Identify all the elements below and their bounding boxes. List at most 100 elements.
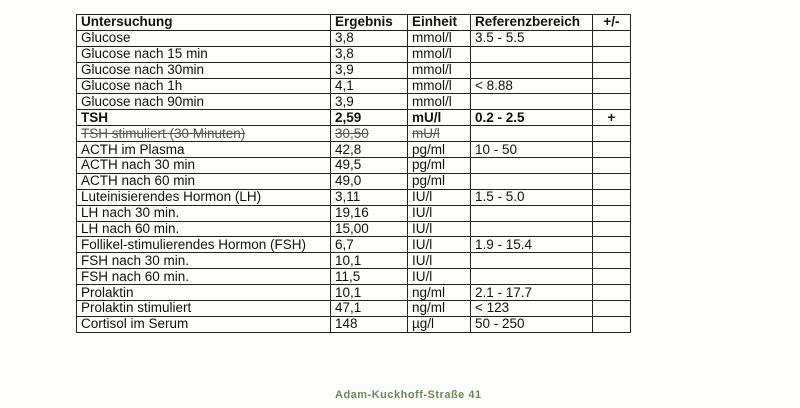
cell-result: 47,1 (330, 300, 408, 317)
cell-unit: IU/l (407, 204, 471, 222)
cell-range: < 123 (470, 300, 593, 317)
cell-range (470, 45, 593, 63)
cell-name: Glucose (76, 29, 331, 47)
lab-results-table: Untersuchung Ergebnis Einheit Referenzberei… (76, 14, 631, 333)
cell-range (470, 172, 593, 190)
table-row: TSH stimuliert (30 Minuten) 30,50 mU/l (76, 125, 631, 143)
cell-result: 3,8 (330, 29, 408, 47)
cell-name: LH nach 60 min. (76, 220, 331, 238)
header-row: Untersuchung Ergebnis Einheit Referenzberei… (76, 14, 631, 31)
cell-range (470, 268, 593, 286)
table-row: ACTH nach 60 min 49,0 pg/ml (76, 172, 631, 190)
table-row: ACTH nach 30 min 49,5 pg/ml (76, 157, 631, 174)
cell-flag (592, 204, 631, 222)
cell-name: Glucose nach 15 min (76, 45, 331, 63)
cell-flag (592, 125, 631, 143)
cell-result: 19,16 (330, 204, 408, 222)
cell-name: Luteinisierendes Hormon (LH) (76, 188, 331, 206)
cell-result: 15,00 (330, 220, 408, 238)
cell-name: FSH nach 30 min. (76, 252, 331, 270)
cell-unit: mmol/l (407, 61, 471, 79)
cell-result: 10,1 (330, 284, 408, 302)
cell-unit: µg/l (407, 315, 471, 333)
cell-range: 0.2 - 2.5 (470, 109, 593, 127)
cell-name: Follikel-stimulierendes Hormon (FSH) (76, 236, 331, 254)
cell-name: ACTH nach 30 min (76, 157, 331, 174)
cell-unit: pg/ml (407, 141, 471, 159)
cell-name: Glucose nach 90min (76, 93, 331, 111)
cell-name: ACTH nach 60 min (76, 172, 331, 190)
cell-result: 4,1 (330, 77, 408, 95)
table-row: Glucose nach 90min 3,9 mmol/l (76, 93, 631, 111)
cell-unit: IU/l (407, 188, 471, 206)
cell-result: 49,0 (330, 172, 408, 190)
cell-flag (592, 220, 631, 238)
cell-range: 1.9 - 15.4 (470, 236, 593, 254)
cell-range: < 8.88 (470, 77, 593, 95)
cell-flag (592, 29, 631, 47)
cell-range (470, 252, 593, 270)
column-header: Einheit (407, 14, 471, 31)
cell-range (470, 220, 593, 238)
table-row: Cortisol im Serum 148 µg/l 50 - 250 (76, 315, 631, 333)
cell-flag (592, 252, 631, 270)
table-row: Prolaktin 10,1 ng/ml 2.1 - 17.7 (76, 284, 631, 302)
cell-range: 2.1 - 17.7 (470, 284, 593, 302)
cell-name: Prolaktin (76, 284, 331, 302)
cell-unit: IU/l (407, 252, 471, 270)
cell-range: 10 - 50 (470, 141, 593, 159)
cell-flag (592, 315, 631, 333)
cell-flag: + (592, 109, 631, 127)
cell-unit: IU/l (407, 236, 471, 254)
table-row: FSH nach 60 min. 11,5 IU/l (76, 268, 631, 286)
cell-name: FSH nach 60 min. (76, 268, 331, 286)
cell-range: 50 - 250 (470, 315, 593, 333)
cell-name: Glucose nach 30min (76, 61, 331, 79)
cell-flag (592, 188, 631, 206)
cell-unit: pg/ml (407, 172, 471, 190)
cell-flag (592, 268, 631, 286)
cell-flag (592, 300, 631, 317)
table-row: LH nach 60 min. 15,00 IU/l (76, 220, 631, 238)
table-row: Luteinisierendes Hormon (LH) 3,11 IU/l 1.5 … (76, 188, 631, 206)
cell-unit: IU/l (407, 268, 471, 286)
cell-unit: mU/l (407, 125, 471, 143)
column-header: Untersuchung (76, 14, 331, 31)
cell-flag (592, 93, 631, 111)
cell-result: 6,7 (330, 236, 408, 254)
table-row: Glucose nach 1h 4,1 mmol/l < 8.88 (76, 77, 631, 95)
cell-unit: pg/ml (407, 157, 471, 174)
cell-result: 148 (330, 315, 408, 333)
cell-name: ACTH im Plasma (76, 141, 331, 159)
table-row: FSH nach 30 min. 10,1 IU/l (76, 252, 631, 270)
cell-result: 11,5 (330, 268, 408, 286)
cell-range (470, 125, 593, 143)
cell-result: 2,59 (330, 109, 408, 127)
cell-result: 30,50 (330, 125, 408, 143)
cell-unit: mmol/l (407, 45, 471, 63)
cell-name: Glucose nach 1h (76, 77, 331, 95)
cell-unit: ng/ml (407, 300, 471, 317)
table-row: Prolaktin stimuliert 47,1 ng/ml < 123 (76, 300, 631, 317)
cell-unit: IU/l (407, 220, 471, 238)
cell-result: 49,5 (330, 157, 408, 174)
cell-flag (592, 284, 631, 302)
cell-flag (592, 141, 631, 159)
cell-result: 42,8 (330, 141, 408, 159)
table-row: LH nach 30 min. 19,16 IU/l (76, 204, 631, 222)
cell-flag (592, 236, 631, 254)
cell-flag (592, 157, 631, 174)
cell-unit: mmol/l (407, 29, 471, 47)
cell-unit: mU/l (407, 109, 471, 127)
cell-range (470, 93, 593, 111)
cell-name: TSH stimuliert (30 Minuten) (76, 125, 331, 143)
table-row: Glucose nach 30min 3,9 mmol/l (76, 61, 631, 79)
table-row: Glucose 3,8 mmol/l 3.5 - 5.5 (76, 29, 631, 47)
column-header: Ergebnis (330, 14, 408, 31)
table-row: Follikel-stimulierendes Hormon (FSH) 6,7 I… (76, 236, 631, 254)
column-header: Referenzbereich (470, 14, 593, 31)
cell-range (470, 157, 593, 174)
cell-flag (592, 45, 631, 63)
cell-result: 3,9 (330, 93, 408, 111)
